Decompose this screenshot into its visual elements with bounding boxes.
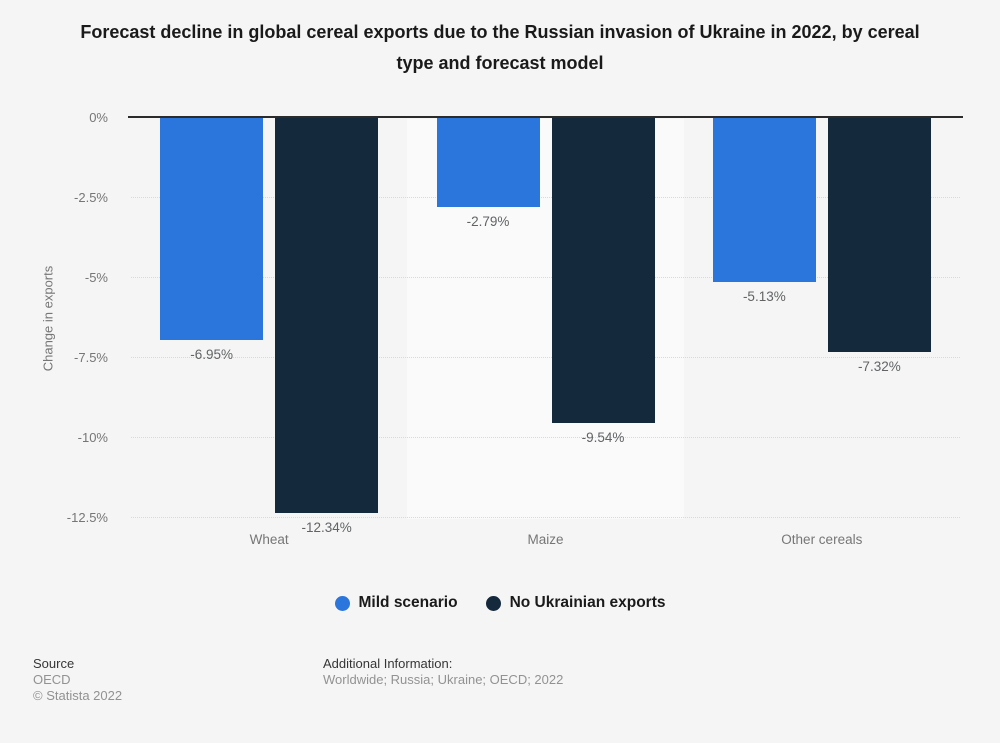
chart-title: Forecast decline in global cereal export… bbox=[80, 22, 920, 73]
data-label-no-ukrainian-exports-other-cereals: -7.32% bbox=[857, 359, 901, 374]
x-axis-label-other-cereals: Other cereals bbox=[781, 532, 863, 547]
gridline--7-5- bbox=[131, 357, 960, 358]
bar-mild-scenario-other-cereals[interactable] bbox=[712, 118, 816, 282]
legend: Mild scenario No Ukrainian exports bbox=[0, 594, 1000, 612]
gridline--10- bbox=[131, 437, 960, 438]
legend-item-mild-scenario[interactable]: Mild scenario bbox=[334, 594, 458, 612]
y-tick-label--2-5-: -2.5% bbox=[74, 190, 108, 205]
gridline--2-5- bbox=[131, 197, 960, 198]
data-label-mild-scenario-wheat: -6.95% bbox=[190, 347, 234, 362]
y-tick-label--12-5-: -12.5% bbox=[66, 510, 108, 525]
data-label-mild-scenario-maize: -2.79% bbox=[466, 214, 510, 229]
data-label-mild-scenario-other-cereals: -5.13% bbox=[742, 289, 786, 304]
x-axis-label-maize: Maize bbox=[527, 532, 564, 547]
y-tick-label--10-: -10% bbox=[77, 430, 108, 445]
legend-label-no-ukrainian-exports: No Ukrainian exports bbox=[509, 594, 666, 611]
bar-mild-scenario-wheat[interactable] bbox=[160, 118, 264, 340]
legend-dot-no-ukrainian-exports bbox=[485, 595, 501, 611]
data-label-no-ukrainian-exports-wheat: -12.34% bbox=[301, 520, 352, 535]
additional-info-value: Worldwide; Russia; Ukraine; OECD; 2022 bbox=[323, 672, 564, 687]
bar-no-ukrainian-exports-other-cereals[interactable] bbox=[827, 118, 931, 352]
y-tick-label--7-5-: -7.5% bbox=[74, 350, 108, 365]
x-axis-zero-line bbox=[128, 116, 963, 118]
additional-info-block: Additional Information: Worldwide; Russi… bbox=[323, 656, 563, 688]
legend-label-mild-scenario: Mild scenario bbox=[358, 594, 458, 611]
y-tick-label--5-: -5% bbox=[84, 270, 108, 285]
bar-no-ukrainian-exports-wheat[interactable] bbox=[275, 118, 379, 513]
bar-no-ukrainian-exports-maize[interactable] bbox=[551, 118, 655, 423]
copyright: © Statista 2022 bbox=[33, 688, 123, 703]
additional-info-label: Additional Information: bbox=[323, 656, 453, 671]
source-block: Source OECD © Statista 2022 bbox=[33, 656, 122, 704]
legend-dot-mild-scenario bbox=[334, 595, 350, 611]
gridline--5- bbox=[131, 277, 960, 278]
legend-item-no-ukrainian-exports[interactable]: No Ukrainian exports bbox=[485, 594, 666, 612]
gridline--12-5- bbox=[131, 517, 960, 518]
y-tick-label-0-: 0% bbox=[89, 110, 108, 125]
bar-mild-scenario-maize[interactable] bbox=[436, 118, 540, 207]
data-label-no-ukrainian-exports-maize: -9.54% bbox=[581, 430, 625, 445]
x-axis-label-wheat: Wheat bbox=[249, 532, 289, 547]
source-label: Source bbox=[33, 656, 75, 671]
source-value: OECD bbox=[33, 672, 71, 687]
